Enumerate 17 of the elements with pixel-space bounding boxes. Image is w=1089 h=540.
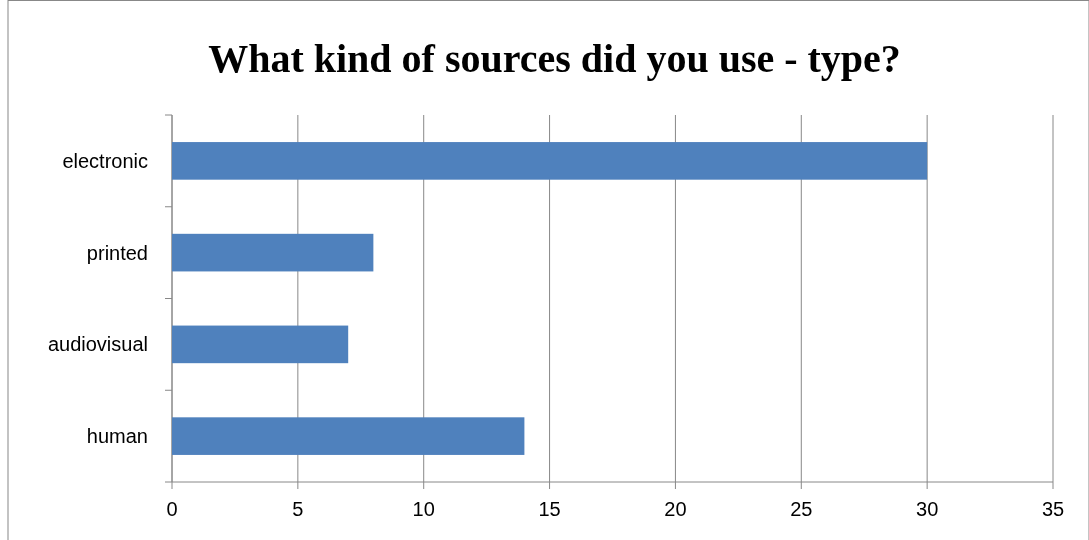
y-tick-label: audiovisual	[47, 333, 148, 356]
bar	[172, 417, 525, 455]
y-tick-label: human	[86, 425, 148, 448]
bar	[172, 325, 349, 364]
bar	[172, 142, 928, 180]
x-tick-label: 10	[412, 498, 435, 520]
x-tick-label: 20	[664, 498, 687, 520]
y-tick-label: electronic	[62, 149, 148, 172]
x-tick-label: 30	[916, 498, 939, 520]
chart-title: What kind of sources did you use - type?	[208, 36, 901, 81]
x-tick-label: 35	[1041, 498, 1065, 520]
bar	[172, 233, 374, 272]
x-tick-label: 15	[538, 498, 561, 520]
x-tick-label: 25	[790, 498, 813, 520]
y-tick-label: printed	[86, 241, 148, 264]
x-tick-label: 0	[166, 498, 178, 520]
x-tick-label: 5	[292, 498, 304, 520]
